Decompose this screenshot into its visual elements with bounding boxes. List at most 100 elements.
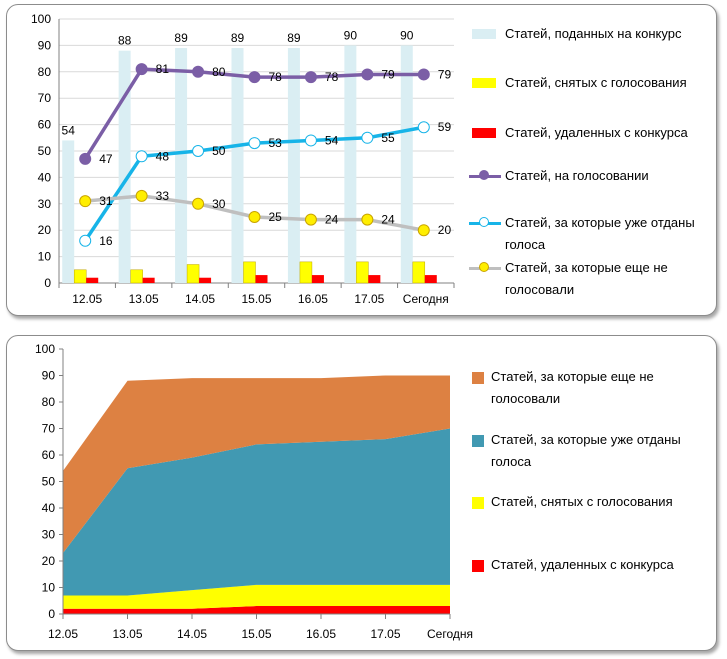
- marker-not-voted: [192, 197, 205, 210]
- y-tick-label: 50: [42, 475, 56, 489]
- marker-not-voted: [417, 224, 430, 237]
- area-removed-from-voting: [63, 584, 450, 609]
- marker-not-voted: [361, 213, 374, 226]
- y-tick-label: 20: [42, 554, 56, 568]
- data-label-voted: 50: [212, 144, 226, 158]
- bar-submitted: [287, 48, 300, 283]
- data-label-voted: 53: [269, 136, 283, 150]
- legend-label: Статей, снятых с голосования: [505, 75, 687, 90]
- y-tick-label: 0: [48, 607, 55, 621]
- y-tick-label: 40: [42, 501, 56, 515]
- x-tick-label: 13.05: [129, 292, 159, 306]
- legend-label: Статей, снятых с голосования: [491, 494, 673, 509]
- bar-deleted: [311, 275, 324, 283]
- marker-voted: [304, 134, 317, 147]
- marker-voted: [79, 234, 92, 247]
- legend-swatch: [472, 29, 496, 39]
- legend-label: Статей, за которые уже отданы голоса: [491, 432, 681, 469]
- legend-swatch: [472, 128, 496, 138]
- y-tick-label: 70: [38, 91, 52, 105]
- legend-label: Статей, за которые еще не голосовали: [505, 260, 668, 297]
- data-label-submitted: 54: [62, 123, 76, 137]
- legend-label: Статей, удаленных с конкурса: [491, 557, 674, 572]
- y-tick-label: 10: [38, 250, 52, 264]
- bar-submitted: [231, 48, 244, 283]
- legend-swatch: [472, 372, 484, 384]
- legend-swatch: [472, 497, 484, 509]
- y-tick-label: 100: [35, 342, 55, 356]
- x-tick-label: 15.05: [241, 292, 271, 306]
- bar-deleted: [255, 275, 268, 283]
- y-tick-label: 30: [42, 528, 56, 542]
- data-label-not-voted: 24: [381, 213, 395, 227]
- legend-swatch: [472, 78, 496, 88]
- marker-not-voted: [79, 195, 92, 208]
- y-tick-label: 90: [38, 38, 52, 52]
- y-tick-label: 30: [38, 197, 52, 211]
- y-tick-label: 40: [38, 170, 52, 184]
- y-tick-label: 80: [38, 65, 52, 79]
- data-label-submitted: 89: [287, 31, 301, 45]
- data-label-not-voted: 25: [269, 210, 283, 224]
- marker-on-voting: [361, 68, 374, 81]
- data-label-on-voting: 78: [325, 70, 339, 84]
- x-tick-label: Сегодня: [427, 627, 473, 641]
- data-label-not-voted: 31: [99, 194, 113, 208]
- data-label-submitted: 90: [400, 28, 414, 42]
- data-label-submitted: 90: [344, 28, 358, 42]
- y-tick-label: 50: [38, 144, 52, 158]
- y-tick-label: 80: [42, 395, 56, 409]
- y-tick-label: 0: [44, 276, 51, 290]
- y-tick-label: 20: [38, 223, 52, 237]
- data-label-voted: 59: [438, 120, 452, 134]
- marker-not-voted: [304, 213, 317, 226]
- data-label-submitted: 89: [231, 31, 245, 45]
- marker-voted: [135, 150, 148, 163]
- legend-swatch-marker: [479, 217, 489, 227]
- data-label-submitted: 88: [118, 34, 132, 48]
- data-label-on-voting: 79: [381, 67, 395, 81]
- bar-removed-from-voting: [299, 261, 313, 284]
- y-tick-label: 90: [42, 369, 56, 383]
- bar-deleted: [142, 277, 155, 283]
- bar-submitted: [118, 50, 131, 284]
- y-tick-label: 70: [42, 422, 56, 436]
- bar-removed-from-voting: [130, 269, 143, 284]
- bar-deleted: [368, 275, 381, 283]
- area-voted: [63, 428, 450, 596]
- marker-not-voted: [135, 189, 148, 202]
- x-tick-label: 15.05: [241, 627, 271, 641]
- bar-deleted: [86, 277, 99, 283]
- area-deleted: [63, 606, 450, 614]
- y-tick-label: 100: [31, 12, 51, 26]
- chart-panel-bottom: 0 10 20 30 40 50 60 70 80 90 100 12.05 13.05 14.05 15.…: [6, 335, 717, 651]
- x-tick-label: 16.05: [306, 627, 336, 641]
- marker-on-voting: [417, 68, 430, 81]
- marker-voted: [361, 131, 374, 144]
- chart-panel-top: 0 10 20 30 40 50 60 70 80 90 100 12.05 13.05 14.05 15.…: [6, 4, 717, 316]
- bar-removed-from-voting: [73, 269, 87, 284]
- data-label-on-voting: 47: [99, 152, 113, 166]
- x-tick-label: 17.05: [370, 627, 400, 641]
- legend-label: Статей, на голосовании: [505, 168, 649, 183]
- legend-label: Статей, за которые уже отданы голоса: [505, 215, 695, 252]
- bar-removed-from-voting: [356, 261, 369, 284]
- legend-label: Статей, поданных на конкурс: [505, 26, 682, 41]
- x-tick-label: Сегодня: [403, 292, 449, 306]
- legend-swatch-marker: [479, 262, 489, 272]
- marker-on-voting: [304, 71, 317, 84]
- bar-removed-from-voting: [186, 264, 200, 284]
- x-tick-label: 17.05: [354, 292, 384, 306]
- x-tick-label: 14.05: [185, 292, 215, 306]
- y-tick-label: 10: [42, 581, 56, 595]
- bar-deleted: [199, 277, 212, 283]
- bar-submitted: [400, 45, 413, 284]
- marker-voted: [417, 121, 430, 134]
- stacked-area-chart: 0 10 20 30 40 50 60 70 80 90 100 12.05 13.05 14.05 15.…: [35, 342, 473, 641]
- bar-submitted: [344, 45, 357, 284]
- legend-swatch: [472, 435, 484, 447]
- bar-removed-from-voting: [412, 261, 426, 284]
- combo-chart: 0 10 20 30 40 50 60 70 80 90 100 12.05 13.05 14.05 15.…: [31, 12, 455, 306]
- data-label-on-voting: 81: [156, 62, 170, 76]
- data-label-on-voting: 78: [269, 70, 283, 84]
